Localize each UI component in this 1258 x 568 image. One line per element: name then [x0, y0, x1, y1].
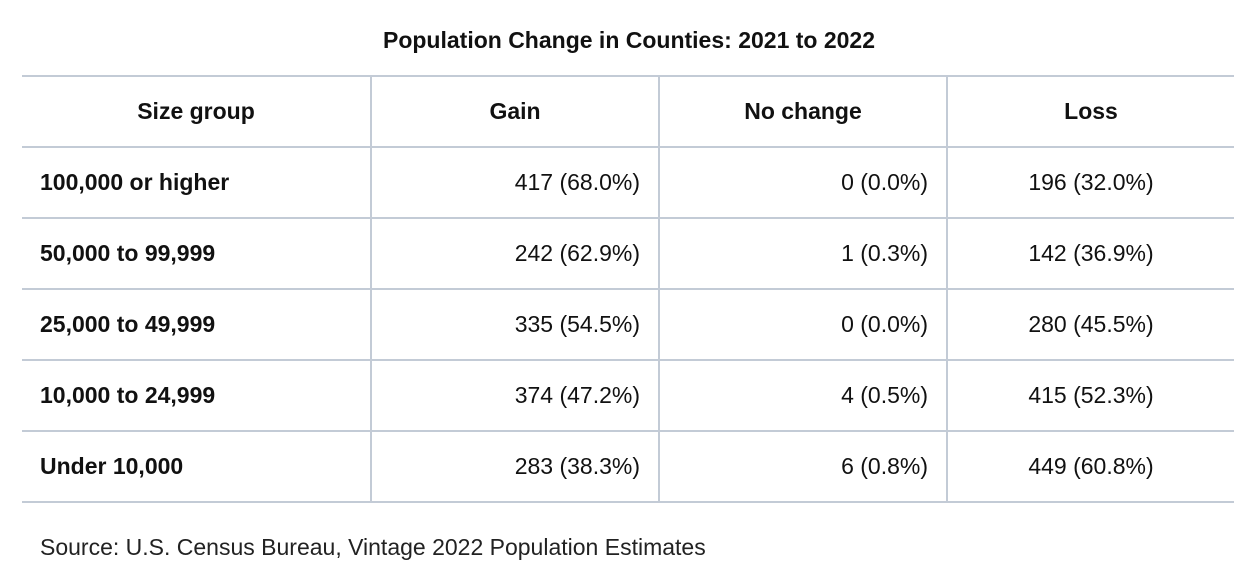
size-group-cell: 100,000 or higher — [22, 146, 371, 219]
no-change-cell: 4 (0.5%) — [658, 359, 947, 432]
size-group-cell: 25,000 to 49,999 — [22, 288, 371, 361]
header-loss: Loss — [946, 75, 1234, 148]
size-group-cell: 10,000 to 24,999 — [22, 359, 371, 432]
gain-cell: 417 (68.0%) — [370, 146, 659, 219]
table-row: 25,000 to 49,999 335 (54.5%) 0 (0.0%) 28… — [22, 288, 1234, 361]
loss-cell: 142 (36.9%) — [946, 217, 1234, 290]
no-change-cell: 0 (0.0%) — [658, 146, 947, 219]
table-row: 10,000 to 24,999 374 (47.2%) 4 (0.5%) 41… — [22, 359, 1234, 432]
header-no-change: No change — [658, 75, 947, 148]
no-change-cell: 1 (0.3%) — [658, 217, 947, 290]
loss-cell: 415 (52.3%) — [946, 359, 1234, 432]
source-note: Source: U.S. Census Bureau, Vintage 2022… — [40, 534, 706, 560]
loss-cell: 196 (32.0%) — [946, 146, 1234, 219]
no-change-cell: 6 (0.8%) — [658, 430, 947, 503]
table-row: 50,000 to 99,999 242 (62.9%) 1 (0.3%) 14… — [22, 217, 1234, 290]
table-row: Under 10,000 283 (38.3%) 6 (0.8%) 449 (6… — [22, 430, 1234, 503]
no-change-cell: 0 (0.0%) — [658, 288, 947, 361]
loss-cell: 280 (45.5%) — [946, 288, 1234, 361]
population-change-table: Size group Gain No change Loss 100,000 o… — [22, 75, 1234, 503]
size-group-cell: Under 10,000 — [22, 430, 371, 503]
table-row: 100,000 or higher 417 (68.0%) 0 (0.0%) 1… — [22, 146, 1234, 219]
header-size-group: Size group — [22, 75, 371, 148]
size-group-cell: 50,000 to 99,999 — [22, 217, 371, 290]
gain-cell: 242 (62.9%) — [370, 217, 659, 290]
gain-cell: 283 (38.3%) — [370, 430, 659, 503]
header-gain: Gain — [370, 75, 659, 148]
loss-cell: 449 (60.8%) — [946, 430, 1234, 503]
gain-cell: 374 (47.2%) — [370, 359, 659, 432]
header-row: Size group Gain No change Loss — [22, 75, 1234, 148]
table-title: Population Change in Counties: 2021 to 2… — [382, 27, 876, 53]
gain-cell: 335 (54.5%) — [370, 288, 659, 361]
